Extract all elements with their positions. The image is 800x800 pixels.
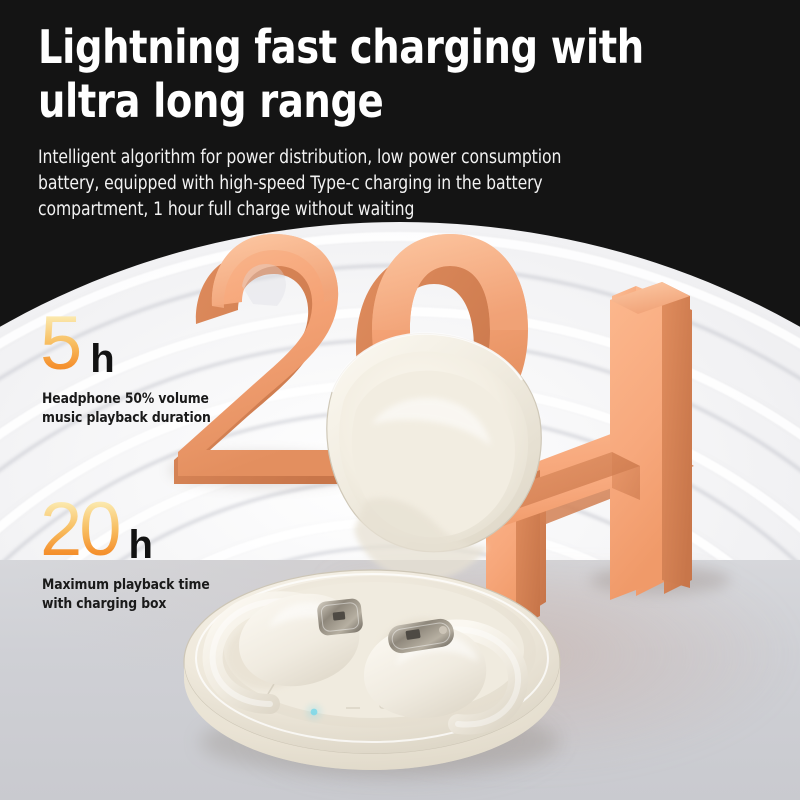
stat-caption-5h: Headphone 50% volume music playback dura… <box>42 390 211 428</box>
stat-unit-20: h <box>128 523 153 567</box>
stat-number-20: 20 <box>40 487 122 572</box>
earbud-touch-plate-right <box>388 618 454 654</box>
stat-caption-5h-line1: Headphone 50% volume <box>42 391 209 407</box>
earbud-left <box>202 591 363 714</box>
stat-block-5h: 5 h Headphone 50% volume music playback … <box>40 306 220 428</box>
stat-unit-5: h <box>90 337 115 381</box>
stat-caption-20h-line2: with charging box <box>42 596 167 612</box>
stat-caption-5h-line2: music playback duration <box>42 410 211 426</box>
stat-number-5: 5 <box>40 301 82 386</box>
stat-caption-20h-line1: Maximum playback time <box>42 577 210 593</box>
earbud-right <box>364 618 529 735</box>
stat-block-20h: 20 h Maximum playback time with charging… <box>40 492 218 614</box>
case-lid <box>326 332 542 581</box>
stat-value-row-5h: 5 h <box>40 306 220 382</box>
stat-value-row-20h: 20 h <box>40 492 218 568</box>
stat-caption-20h: Maximum playback time with charging box <box>42 576 210 614</box>
